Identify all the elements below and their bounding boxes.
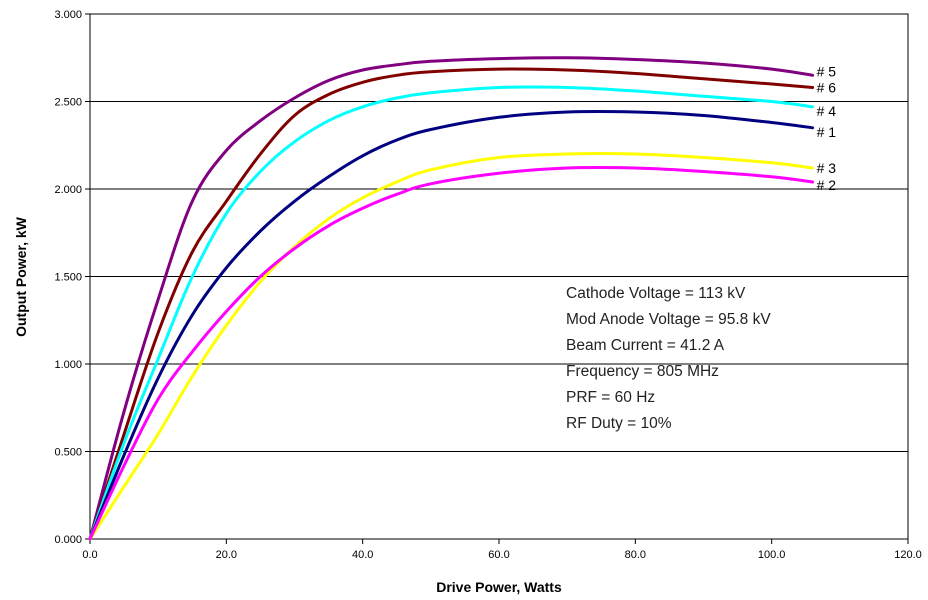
annotation-line-0: Cathode Voltage = 113 kV — [566, 285, 746, 302]
series-line-3 — [88, 152, 815, 541]
y-tick-label-0: 0.000 — [54, 534, 82, 546]
series-line-4 — [88, 85, 815, 541]
y-axis: 0.000 0.500 1.000 1.500 2.000 2.500 3.000 — [54, 9, 90, 546]
y-tick-label-5: 2.500 — [54, 97, 82, 109]
x-tick-label-2: 40.0 — [352, 549, 373, 561]
conditions-annotation: Cathode Voltage = 113 kV Mod Anode Voltag… — [566, 285, 771, 432]
series-lines — [88, 56, 815, 541]
series-line-1 — [88, 109, 815, 541]
series-label-6: # 6 — [817, 80, 837, 96]
x-tick-label-4: 80.0 — [625, 549, 646, 561]
x-axis: 0.0 20.0 40.0 60.0 80.0 100.0 120.0 — [82, 539, 922, 561]
x-tick-label-1: 20.0 — [216, 549, 237, 561]
series-line-6 — [88, 67, 815, 541]
series-label-5: # 5 — [817, 63, 837, 79]
y-tick-label-4: 2.000 — [54, 184, 82, 196]
series-line-5 — [88, 56, 815, 541]
annotation-line-4: PRF = 60 Hz — [566, 389, 655, 406]
annotation-line-1: Mod Anode Voltage = 95.8 kV — [566, 311, 771, 328]
series-label-3: # 3 — [817, 160, 837, 176]
x-tick-label-6: 120.0 — [894, 549, 922, 561]
series-labels: # 5# 6 # 4 # 1 # 3# 2 — [817, 63, 837, 193]
x-axis-title: Drive Power, Watts — [436, 579, 562, 595]
y-axis-title: Output Power, kW — [13, 216, 29, 337]
annotation-line-5: RF Duty = 10% — [566, 415, 672, 432]
y-tick-label-3: 1.500 — [54, 272, 82, 284]
series-line-2 — [88, 165, 815, 541]
x-tick-label-3: 60.0 — [488, 549, 509, 561]
x-tick-label-0: 0.0 — [82, 549, 97, 561]
series-label-1: # 1 — [817, 124, 837, 140]
y-tick-label-2: 1.000 — [54, 359, 82, 371]
y-tick-label-6: 3.000 — [54, 9, 82, 21]
series-label-4: # 4 — [817, 103, 837, 119]
y-tick-label-1: 0.500 — [54, 447, 82, 459]
x-tick-label-5: 100.0 — [758, 549, 786, 561]
annotation-line-2: Beam Current = 41.2 A — [566, 337, 725, 354]
annotation-line-3: Frequency = 805 MHz — [566, 363, 719, 380]
series-label-2: # 2 — [817, 177, 837, 193]
